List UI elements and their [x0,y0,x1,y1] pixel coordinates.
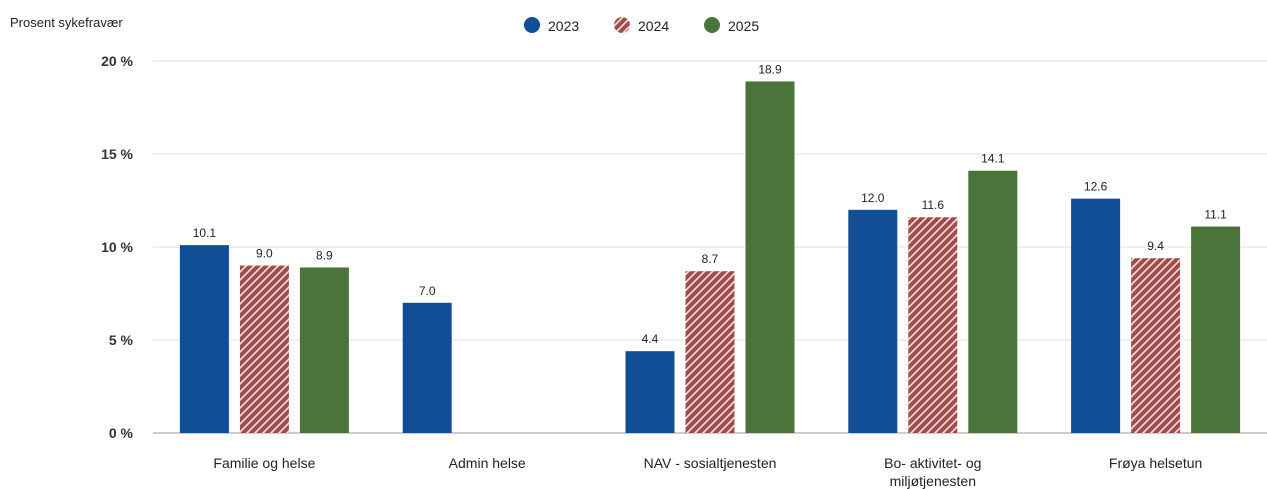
x-tick-label: Familie og helse [213,455,315,471]
bar-2025[interactable] [1191,226,1241,433]
data-label: 9.4 [1147,239,1164,253]
y-tick-label: 5 % [109,332,134,348]
legend-label: 2024 [638,18,669,34]
legend-marker [524,17,540,33]
y-tick-label: 0 % [109,425,134,441]
data-label: 11.6 [922,198,945,212]
data-label: 8.7 [702,252,719,266]
bar-2023[interactable] [179,245,229,433]
data-labels: 10.1 9.0 8.9 7.0 4.4 8.7 18.9 12.0 11.6 14.1 12.6 9… [193,62,1227,346]
bar-2025[interactable] [745,81,795,434]
bars [179,81,1241,434]
y-axis-ticks: 0 % 5 % 10 % 15 % 20 % [101,53,133,441]
bar-2024[interactable] [1131,258,1181,433]
y-axis-title: Prosent sykefravær [10,15,123,30]
legend-item-2025[interactable]: 2025 [704,17,759,34]
bar-2024[interactable] [908,217,958,433]
legend-item-2024[interactable]: 2024 [614,17,669,34]
bar-2023[interactable] [625,351,675,433]
y-tick-label: 20 % [101,53,133,69]
data-label: 4.4 [642,332,659,346]
bar-2024[interactable] [239,265,289,433]
bar-2025[interactable] [299,267,349,433]
data-label: 10.1 [193,226,217,240]
y-tick-label: 15 % [101,146,133,162]
x-tick-label: NAV - sosialtjenesten [644,455,777,471]
x-tick-label: Bo- aktivitet- og miljøtjenesten [884,455,981,489]
data-label: 7.0 [419,284,436,298]
bar-2023[interactable] [1071,198,1121,433]
data-label: 9.0 [256,247,273,261]
legend-marker [704,17,720,33]
x-tick-label: Admin helse [449,455,526,471]
bar-2023[interactable] [402,302,452,433]
bar-2025[interactable] [968,170,1018,434]
data-label: 12.0 [861,191,885,205]
legend-marker [614,17,630,33]
legend[interactable]: 2023 2024 2025 [524,17,759,34]
bar-2024[interactable] [685,271,735,433]
data-label: 8.9 [316,248,333,262]
legend-item-2023[interactable]: 2023 [524,17,579,34]
x-axis-ticks: Familie og helse Admin helse NAV - sosialt… [213,455,1202,489]
data-label: 18.9 [758,62,782,76]
data-label: 12.6 [1084,180,1108,194]
data-label: 11.1 [1204,208,1227,222]
data-label: 14.1 [981,152,1005,166]
legend-label: 2025 [728,18,759,34]
y-tick-label: 10 % [101,239,133,255]
x-tick-label: Frøya helsetun [1109,455,1202,471]
bar-2023[interactable] [848,209,898,433]
legend-label: 2023 [548,18,579,34]
